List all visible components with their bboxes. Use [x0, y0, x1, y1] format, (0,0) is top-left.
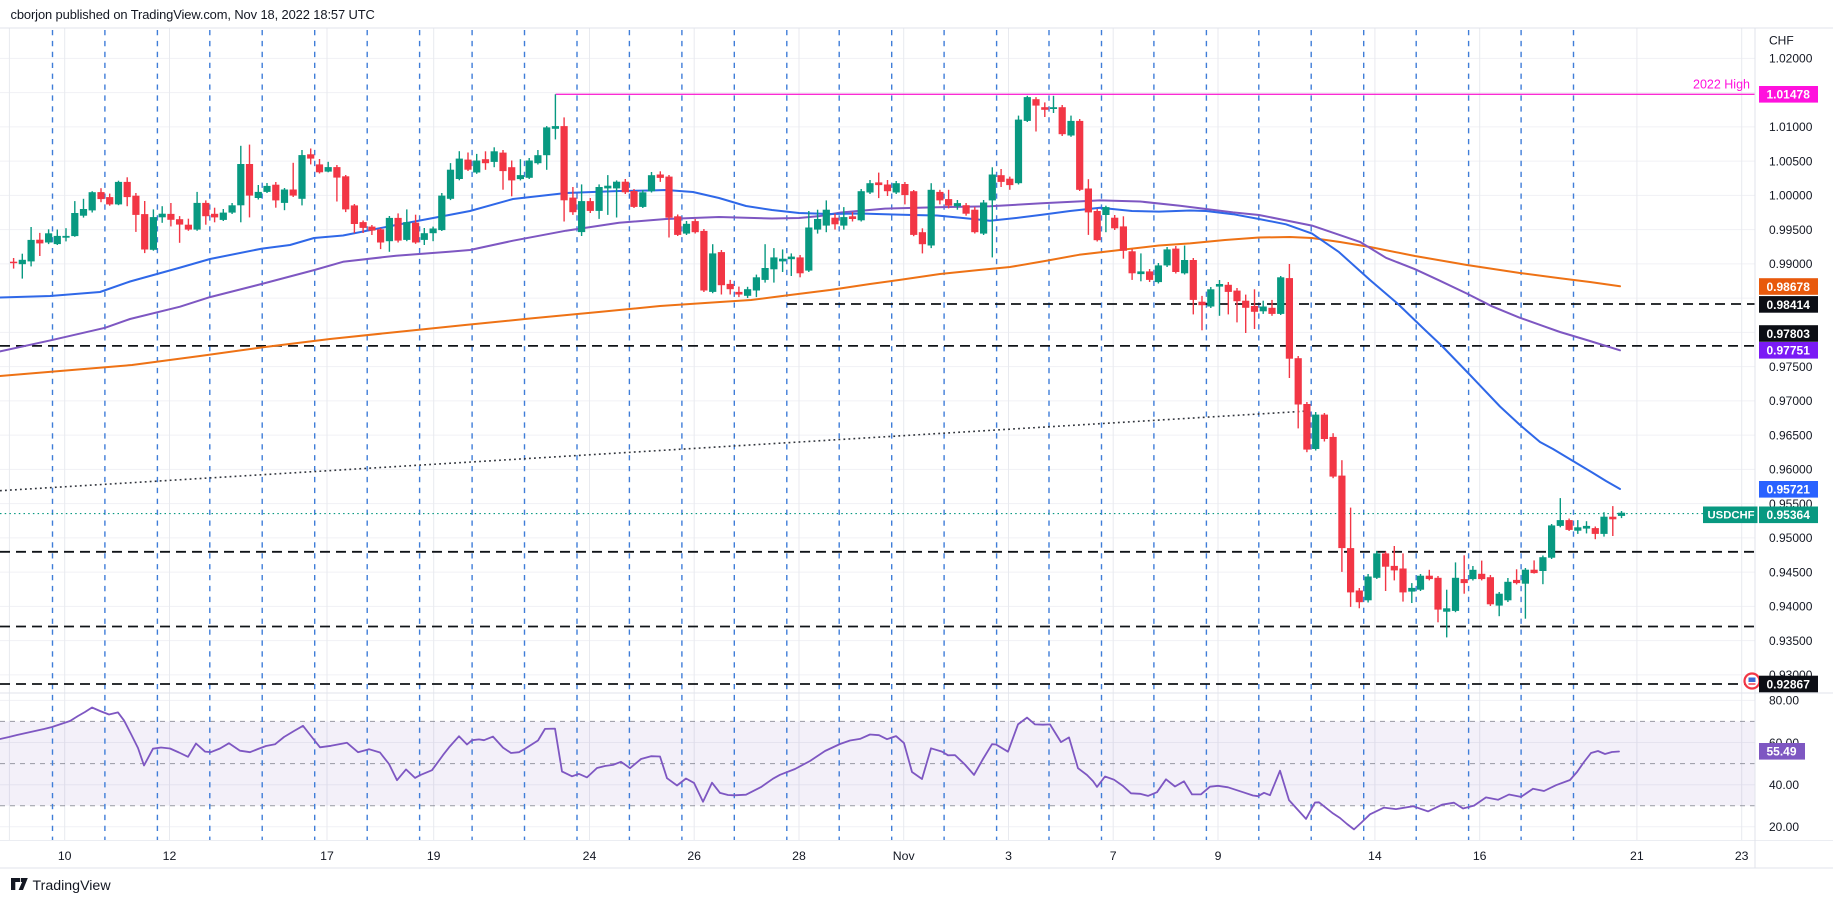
svg-text:USDCHF: USDCHF	[1708, 510, 1755, 522]
svg-text:0.99500: 0.99500	[1769, 223, 1813, 237]
svg-text:1.01478: 1.01478	[1767, 88, 1811, 102]
svg-text:3: 3	[1005, 849, 1012, 863]
svg-text:0.97751: 0.97751	[1767, 344, 1811, 358]
svg-text:0.94500: 0.94500	[1769, 566, 1813, 580]
svg-text:0.97000: 0.97000	[1769, 394, 1813, 408]
svg-text:23: 23	[1735, 849, 1749, 863]
svg-text:0.96500: 0.96500	[1769, 429, 1813, 443]
svg-text:cborjon published on TradingVi: cborjon published on TradingView.com, No…	[11, 7, 375, 22]
svg-text:19: 19	[427, 849, 441, 863]
svg-text:16: 16	[1473, 849, 1487, 863]
svg-text:0.94000: 0.94000	[1769, 600, 1813, 614]
svg-text:21: 21	[1630, 849, 1644, 863]
svg-text:9: 9	[1215, 849, 1222, 863]
svg-text:0.92867: 0.92867	[1767, 677, 1811, 691]
svg-text:0.95364: 0.95364	[1767, 508, 1811, 522]
svg-text:0.98414: 0.98414	[1767, 298, 1811, 312]
svg-text:17: 17	[320, 849, 334, 863]
svg-text:0.96000: 0.96000	[1769, 463, 1813, 477]
svg-text:1.01000: 1.01000	[1769, 120, 1813, 134]
svg-text:55.49: 55.49	[1767, 745, 1797, 759]
svg-text:1.00000: 1.00000	[1769, 189, 1813, 203]
svg-text:40.00: 40.00	[1769, 778, 1799, 792]
svg-text:80.00: 80.00	[1769, 694, 1799, 708]
svg-text:7: 7	[1110, 849, 1117, 863]
svg-text:1.02000: 1.02000	[1769, 52, 1813, 66]
svg-text:0.95721: 0.95721	[1767, 483, 1811, 497]
svg-text:0.98678: 0.98678	[1767, 280, 1811, 294]
svg-text:2022 High: 2022 High	[1693, 78, 1750, 92]
svg-text:Nov: Nov	[893, 849, 916, 863]
svg-text:CHF: CHF	[1769, 34, 1794, 48]
svg-text:20.00: 20.00	[1769, 820, 1799, 834]
svg-text:26: 26	[687, 849, 701, 863]
svg-text:TradingView: TradingView	[33, 878, 112, 894]
svg-text:12: 12	[163, 849, 177, 863]
svg-text:1.00500: 1.00500	[1769, 155, 1813, 169]
svg-text:10: 10	[58, 849, 72, 863]
svg-text:0.99000: 0.99000	[1769, 257, 1813, 271]
svg-text:0.95000: 0.95000	[1769, 531, 1813, 545]
svg-text:28: 28	[792, 849, 806, 863]
svg-text:0.97803: 0.97803	[1767, 327, 1811, 341]
svg-text:0.93500: 0.93500	[1769, 634, 1813, 648]
svg-text:24: 24	[583, 849, 597, 863]
svg-text:0.97500: 0.97500	[1769, 360, 1813, 374]
svg-text:14: 14	[1368, 849, 1382, 863]
